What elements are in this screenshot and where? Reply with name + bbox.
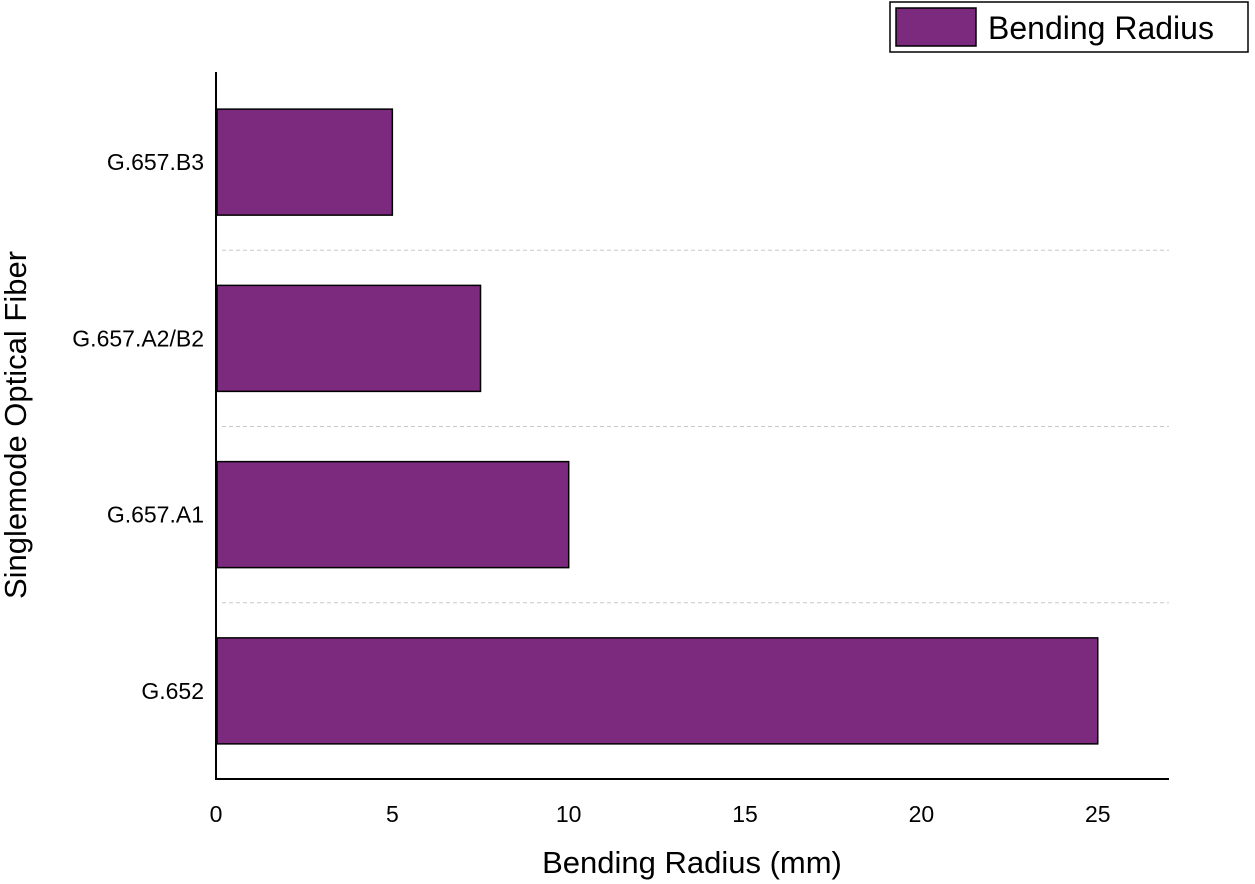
- bar-g-652: [216, 637, 1099, 745]
- legend-swatch: [895, 7, 977, 47]
- y-tick-labels: G.652 G.657.A1 G.657.A2/B2 G.657.B3: [72, 149, 204, 704]
- x-tick-label: 10: [556, 801, 582, 827]
- bar-g-657-a2-b2: [216, 284, 482, 393]
- x-axis-label: Bending Radius (mm): [542, 845, 842, 880]
- x-tick-label: 20: [909, 801, 935, 827]
- x-tick-label: 0: [210, 801, 223, 827]
- axes: [215, 72, 1169, 780]
- x-tick-labels: 0 5 10 15 20 25: [210, 801, 1111, 827]
- x-tick-label: 5: [386, 801, 399, 827]
- x-tick-label: 15: [732, 801, 758, 827]
- bar-g-657-a1: [216, 460, 570, 569]
- bar-g-657-b3: [216, 108, 394, 216]
- x-tick-label: 25: [1085, 801, 1111, 827]
- legend: Bending Radius: [889, 1, 1249, 53]
- y-tick-label: G.652: [141, 678, 204, 704]
- legend-label: Bending Radius: [988, 10, 1214, 46]
- y-tick-label: G.657.B3: [107, 149, 204, 175]
- y-axis-label: Singlemode Optical Fiber: [0, 251, 33, 599]
- grid-lines: [222, 249, 1169, 604]
- y-tick-label: G.657.A2/B2: [72, 325, 204, 351]
- y-tick-label: G.657.A1: [107, 502, 204, 528]
- bars: [216, 108, 1099, 745]
